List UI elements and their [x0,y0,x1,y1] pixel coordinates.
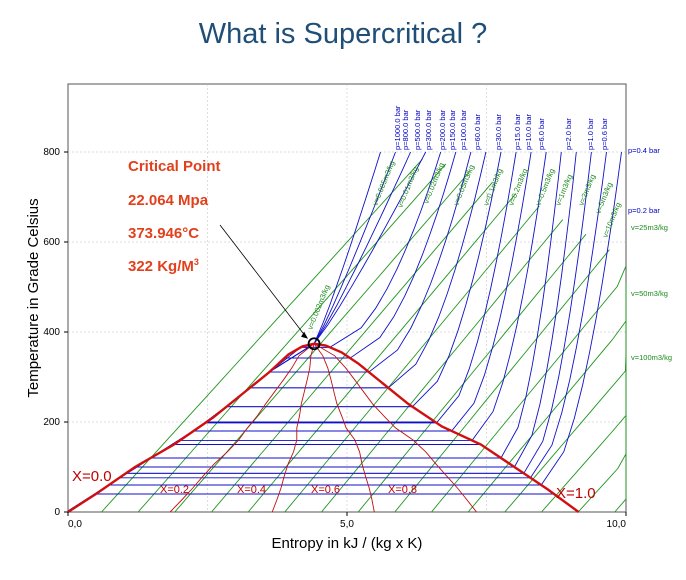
isochore-line [394,249,610,513]
critical-point-pressure: 22.064 Mpa [128,192,209,209]
callout-arrow-line [219,224,306,336]
quality-lines [169,343,477,513]
x-tick-label: 5,0 [340,519,354,530]
x-axis [67,512,627,516]
y-axis [64,151,68,513]
isobar-label: p=60.0 bar [473,113,482,150]
callout-arrow-head [301,331,309,339]
isochores [101,158,627,513]
isobar-label: p=1.0 bar [586,118,595,150]
isobar-label: p=800.0 bar [401,109,410,150]
isobar-label: p=0.2 bar [628,206,660,215]
isochore-line [137,163,447,513]
isobar-label: p=0.4 bar [628,146,660,155]
isobar-label: p=500.0 bar [413,109,422,150]
y-tick-label: 200 [43,417,60,428]
isochore-line [101,158,423,513]
isobar-label: p=1000.0 bar [393,105,402,150]
isochore-line [357,233,587,513]
isobar-label: p=6.0 bar [537,118,546,150]
quality-line [314,343,477,513]
quality-label: X=0.6 [311,484,340,496]
quality-line [271,343,315,513]
isobar-label: p=100.0 bar [459,109,468,150]
critical-point-marker [307,337,321,351]
x-tick-label: 0,0 [68,519,82,530]
isochore-line [211,181,493,513]
y-axis-label: Temperature in Grade Celsius [25,198,42,397]
y-tick-label: 600 [43,237,60,248]
density-exponent: 3 [194,257,199,267]
isochore-line [614,357,627,513]
x-tick-label: 10,0 [607,519,627,530]
critical-point-density: 322 Kg/M3 [128,257,199,275]
quality-line [169,343,315,513]
quality-label: X=1.0 [556,485,596,502]
y-tick-label: 800 [43,147,60,158]
slide-title: What is Supercritical ? [198,18,488,50]
isochore-line [247,193,517,513]
isobar-label: p=2.0 bar [564,118,573,150]
isobar-label: p=10.0 bar [524,113,533,150]
isobar-label: p=150.0 bar [448,109,457,150]
isobar-label: p=0.6 bar [600,118,609,150]
isobar-label: p=30.0 bar [494,113,503,150]
isochore-line [431,265,627,513]
quality-line [313,343,375,513]
isochore-label: v=100m3/kg [631,353,672,362]
isobar-label: p=200.0 bar [438,109,447,150]
quality-label: X=0.2 [160,484,189,496]
quality-label: X=0.0 [72,468,112,485]
y-tick-label: 400 [43,327,60,338]
quality-label: X=0.4 [237,484,266,496]
y-tick-label: 0 [54,507,60,518]
isochore-label: v=50m3/kg [631,289,668,298]
isobar-label: p=300.0 bar [424,109,433,150]
isobar-label: p=15.0 bar [513,113,522,150]
isochore-label: v=25m3/kg [631,223,668,232]
x-axis-label: Entropy in kJ / (kg x K) [272,535,423,552]
quality-label: X=0.8 [388,484,417,496]
dome-isobar-segments [95,346,555,495]
critical-point-title: Critical Point [128,158,221,175]
critical-point-temperature: 373.946°C [128,225,199,242]
